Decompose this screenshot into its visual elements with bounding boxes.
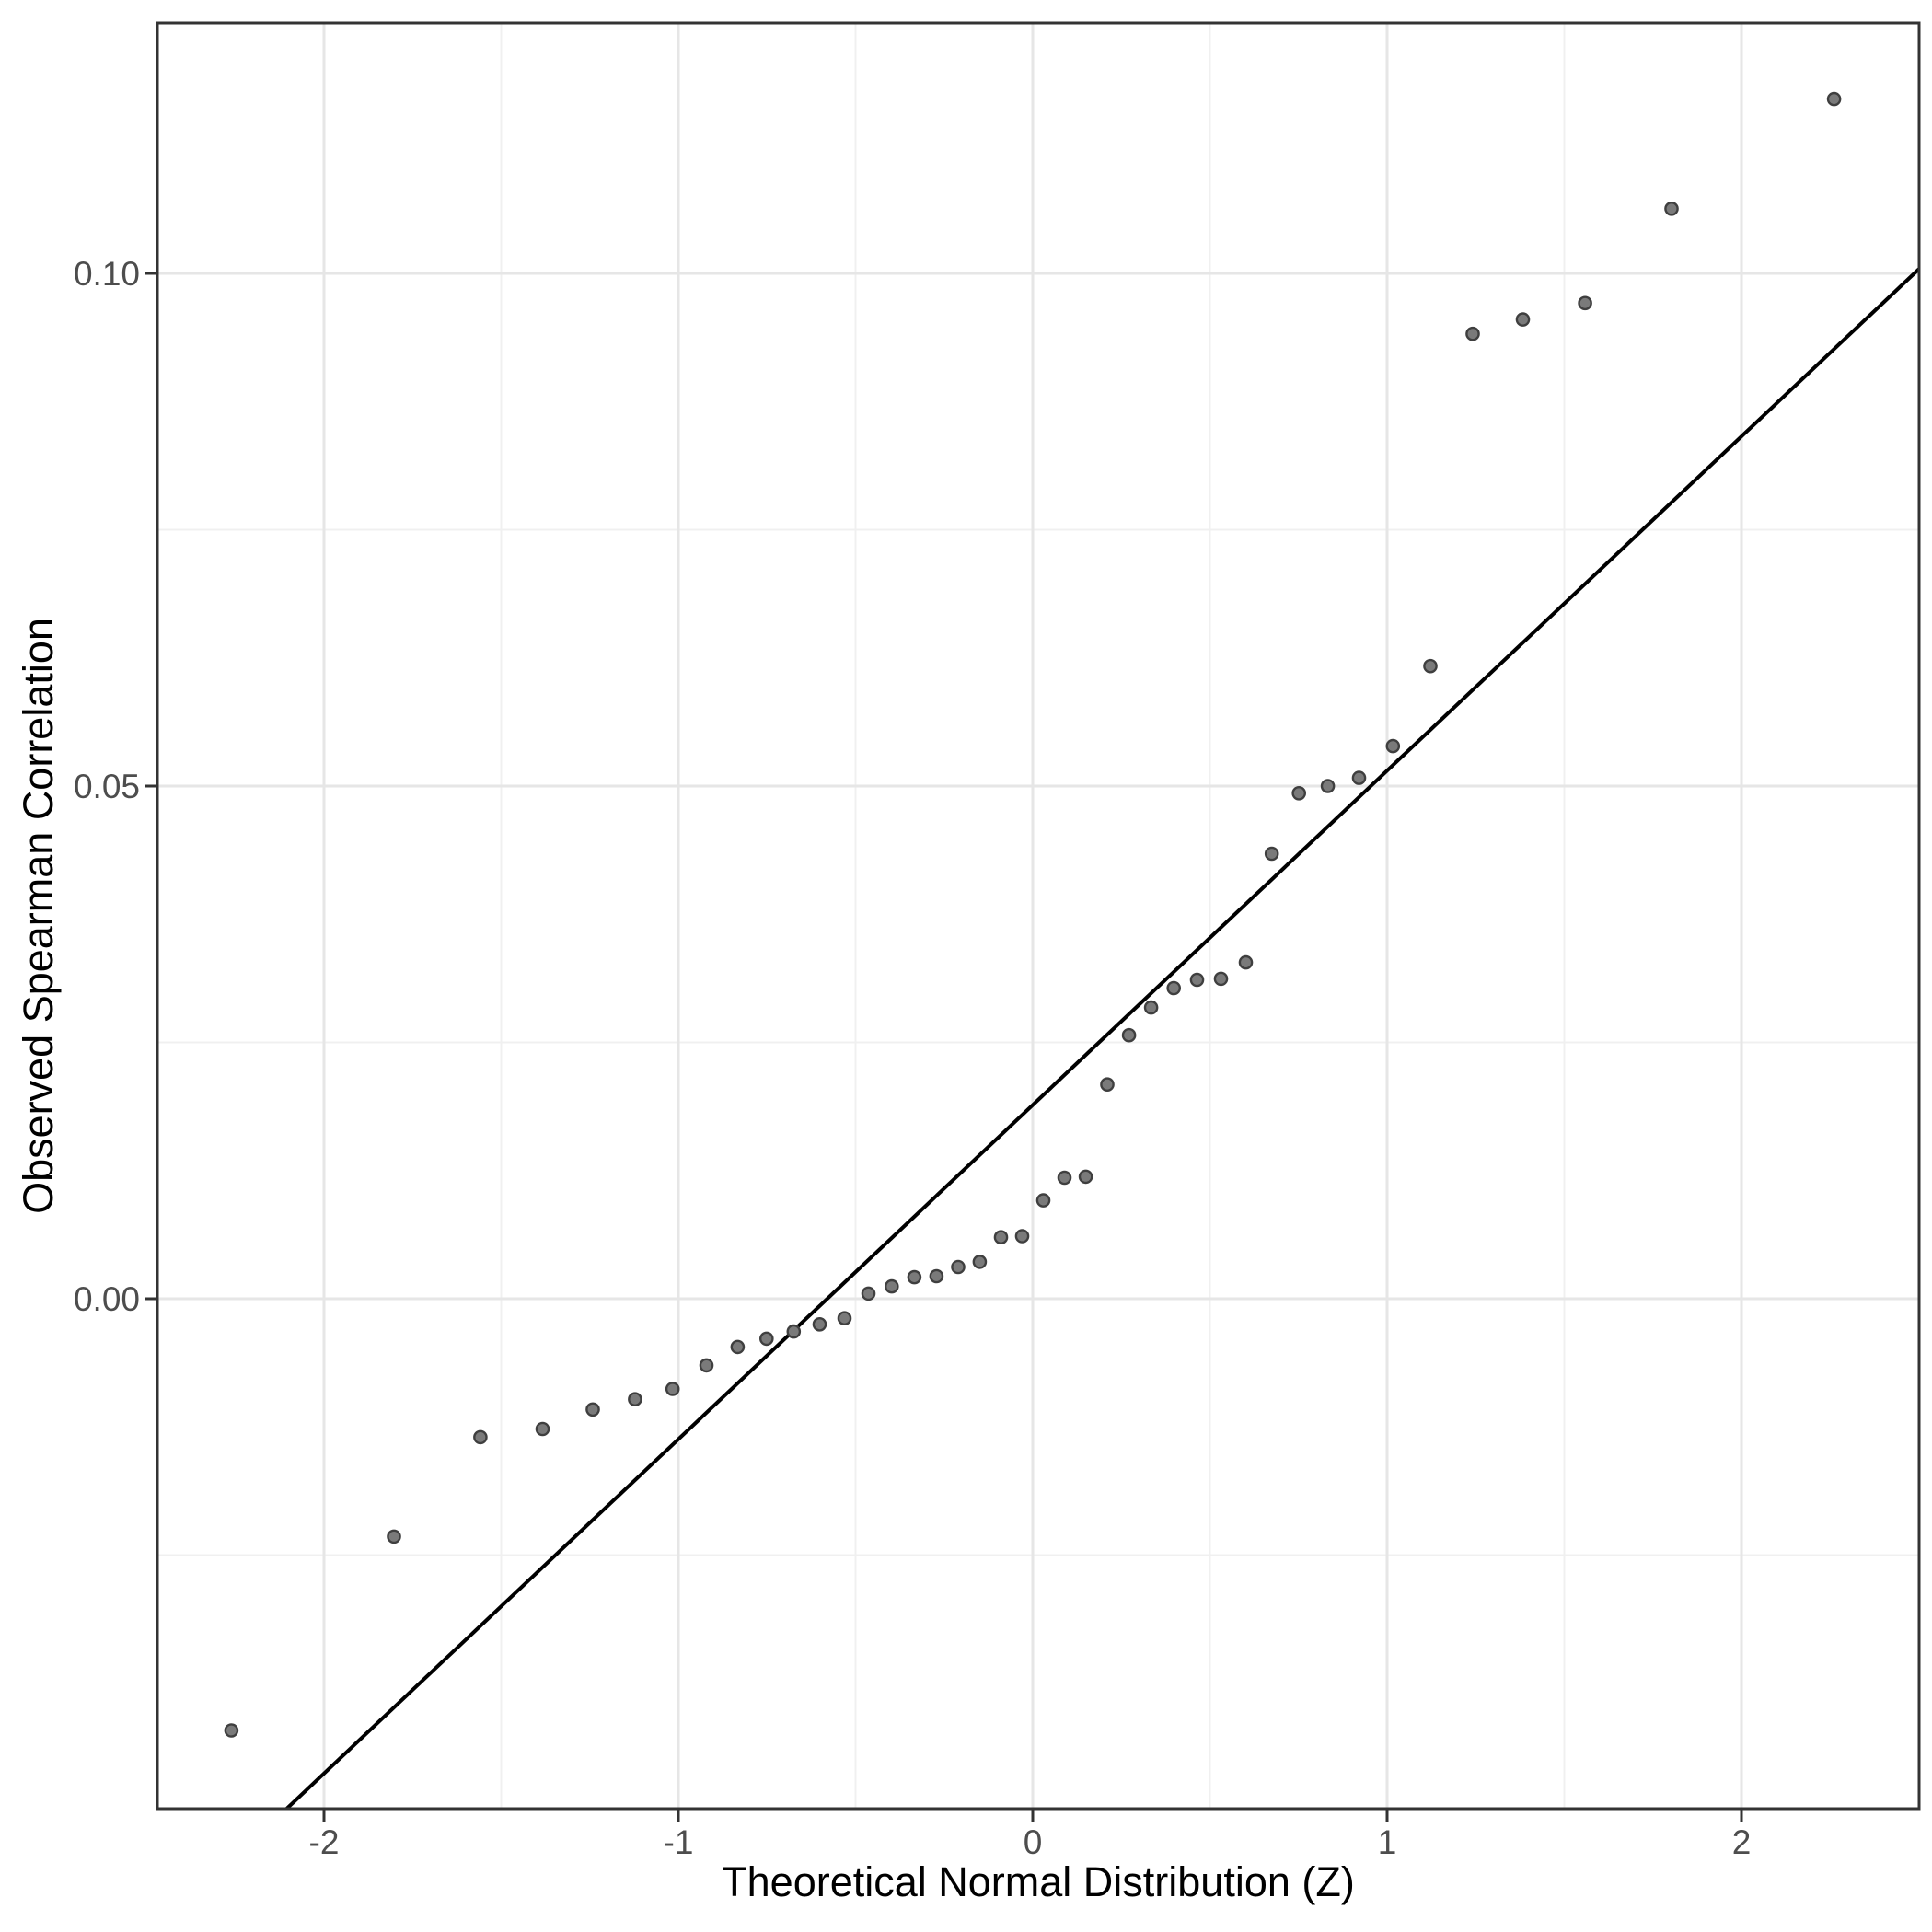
data-point — [1100, 1077, 1115, 1092]
data-point — [812, 1317, 827, 1332]
data-point — [1385, 738, 1401, 754]
data-point — [1078, 1169, 1093, 1185]
data-point — [1143, 1000, 1159, 1015]
data-point — [759, 1331, 774, 1347]
panel-background — [157, 23, 1919, 1809]
data-point — [1121, 1027, 1137, 1043]
data-point — [861, 1286, 876, 1301]
x-tick-label: 0 — [1024, 1823, 1043, 1861]
data-point — [1320, 779, 1336, 793]
data-point — [837, 1311, 852, 1325]
gridlines-major — [157, 23, 1919, 1809]
x-tick-label: 2 — [1732, 1823, 1752, 1861]
data-point — [1291, 786, 1306, 801]
x-tick-label: 1 — [1378, 1823, 1397, 1861]
data-point — [1351, 770, 1367, 785]
data-point — [1189, 972, 1205, 988]
data-point — [907, 1269, 922, 1285]
y-tick-label: 0.00 — [74, 1280, 140, 1318]
y-tick-label: 0.10 — [74, 255, 140, 293]
data-points — [224, 91, 1842, 1738]
data-point — [730, 1339, 746, 1355]
data-point — [1515, 312, 1531, 327]
data-point — [1166, 980, 1181, 996]
data-point — [1238, 954, 1254, 970]
data-point — [972, 1255, 988, 1269]
x-axis-title: Theoretical Normal Distribution (Z) — [722, 1858, 1355, 1905]
data-point — [699, 1358, 714, 1373]
data-point — [1578, 295, 1592, 311]
data-point — [1423, 658, 1438, 674]
data-point — [1664, 201, 1679, 216]
data-point — [535, 1421, 550, 1437]
data-point — [786, 1324, 802, 1339]
data-point — [1264, 846, 1279, 862]
panel-border — [156, 21, 1921, 1811]
y-tick-label: 0.05 — [74, 768, 140, 805]
data-point — [951, 1259, 966, 1275]
data-point — [1826, 91, 1842, 107]
data-point — [1035, 1193, 1051, 1208]
gridlines-minor — [157, 23, 1919, 1809]
data-point — [1014, 1229, 1030, 1244]
data-point — [473, 1429, 488, 1445]
data-point — [993, 1230, 1009, 1244]
data-point — [1465, 326, 1480, 341]
x-axis-tick-labels: -2 -1 0 1 2 — [309, 1823, 1752, 1861]
data-point — [224, 1723, 239, 1738]
y-axis-title: Observed Spearman Correlation — [15, 618, 62, 1214]
x-tick-label: -2 — [309, 1823, 340, 1861]
y-axis-tick-labels: 0.00 0.05 0.10 — [74, 255, 140, 1318]
qq-reference-line — [283, 267, 1919, 1809]
data-point — [387, 1529, 401, 1544]
data-point — [665, 1382, 680, 1396]
x-tick-label: -1 — [664, 1823, 694, 1861]
data-point — [585, 1402, 600, 1417]
axis-ticks — [145, 272, 1743, 1822]
data-point — [885, 1278, 899, 1294]
data-point — [929, 1268, 944, 1284]
data-point — [1213, 971, 1229, 987]
data-point — [628, 1392, 642, 1406]
data-point — [1057, 1170, 1072, 1186]
